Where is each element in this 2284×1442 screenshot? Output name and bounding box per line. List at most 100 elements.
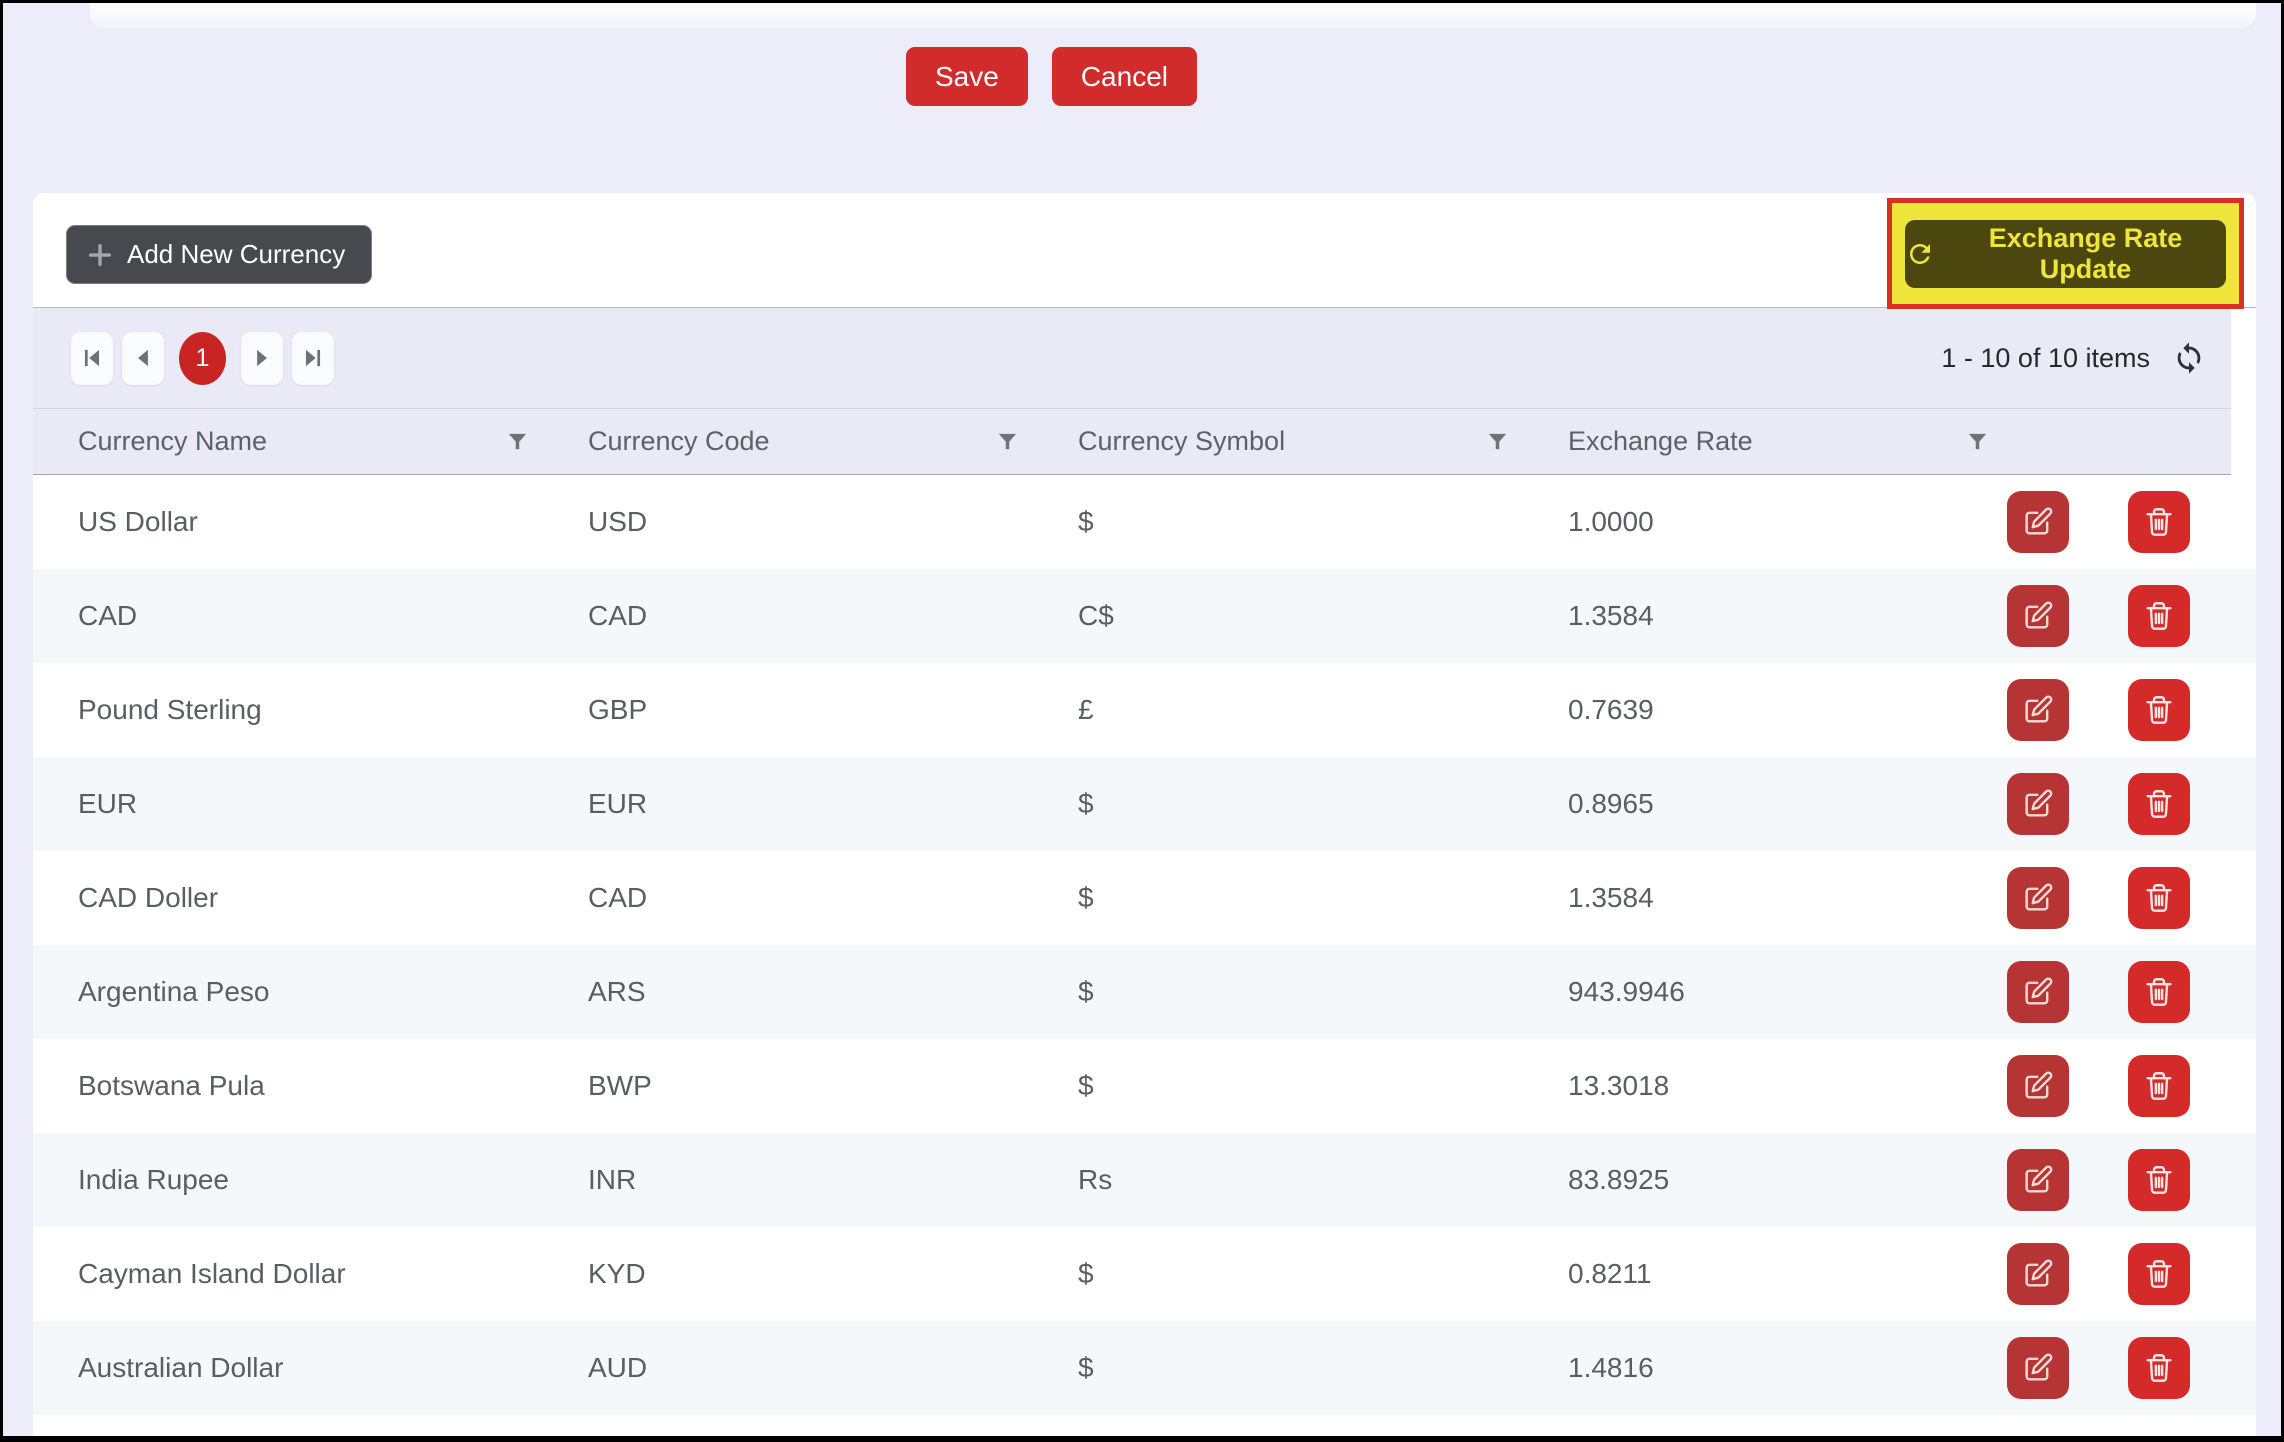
last-page-icon (305, 349, 321, 367)
trash-icon (2146, 790, 2172, 818)
column-header-currency-code: Currency Code (543, 426, 1033, 457)
edit-row-button[interactable] (2007, 1337, 2069, 1399)
next-page-icon (257, 349, 267, 367)
currency-name-cell: Argentina Peso (78, 976, 270, 1007)
currency-name-cell: Cayman Island Dollar (78, 1258, 346, 1289)
save-button[interactable]: Save (906, 47, 1028, 106)
edit-row-button[interactable] (2007, 491, 2069, 553)
filter-icon (508, 433, 527, 450)
currency-code-cell: ARS (588, 976, 646, 1007)
currency-code-cell: GBP (588, 694, 648, 725)
grid-toolbar: Add New Currency Exchange Rate Update (33, 193, 2256, 309)
exchange-rate-cell: 0.8211 (1568, 1258, 1652, 1289)
first-page-button[interactable] (71, 331, 113, 385)
currency-name-cell: Botswana Pula (78, 1070, 265, 1101)
page-background: Save Cancel Add New Currency Exchange Ra… (3, 3, 2281, 1436)
edit-pencil-icon (2025, 883, 2053, 911)
highlight-annotation: Exchange Rate Update (1887, 198, 2244, 309)
filter-currency-name-button[interactable] (506, 430, 529, 453)
filter-exchange-rate-button[interactable] (1966, 430, 1989, 453)
trash-icon (2146, 602, 2172, 630)
delete-row-button[interactable] (2128, 585, 2190, 647)
edit-row-button[interactable] (2007, 1055, 2069, 1117)
currency-name-cell: CAD (78, 600, 138, 631)
edit-pencil-icon (2025, 789, 2053, 817)
currency-code-cell: USD (588, 506, 648, 537)
edit-pencil-icon (2025, 1071, 2053, 1099)
row-actions (2003, 867, 2256, 929)
table-body: US Dollar USD $ 1.0000 CAD CAD C$ 1.3584… (33, 475, 2256, 1415)
currency-symbol-cell: $ (1078, 1352, 1094, 1383)
currency-code-cell: INR (588, 1164, 637, 1195)
current-page-button[interactable]: 1 (179, 331, 226, 385)
currency-code-cell: EUR (588, 788, 648, 819)
exchange-rate-cell: 0.7639 (1568, 694, 1654, 725)
pager-buttons: 1 (71, 331, 334, 385)
column-header-exchange-rate: Exchange Rate (1523, 426, 2003, 457)
row-actions (2003, 1243, 2256, 1305)
trash-icon (2146, 884, 2172, 912)
form-actions: Save Cancel (906, 47, 1197, 106)
next-page-button[interactable] (241, 331, 283, 385)
refresh-grid-button[interactable] (2172, 341, 2206, 375)
edit-row-button[interactable] (2007, 1149, 2069, 1211)
edit-pencil-icon (2025, 1165, 2053, 1193)
trash-icon (2146, 696, 2172, 724)
exchange-rate-cell: 1.4816 (1568, 1352, 1654, 1383)
delete-row-button[interactable] (2128, 1149, 2190, 1211)
table-row: India Rupee INR Rs 83.8925 (33, 1133, 2256, 1227)
delete-row-button[interactable] (2128, 1243, 2190, 1305)
delete-row-button[interactable] (2128, 867, 2190, 929)
edit-row-button[interactable] (2007, 1243, 2069, 1305)
table-row: Botswana Pula BWP $ 13.3018 (33, 1039, 2256, 1133)
edit-row-button[interactable] (2007, 773, 2069, 835)
delete-row-button[interactable] (2128, 773, 2190, 835)
currency-name-cell: Pound Sterling (78, 694, 262, 725)
currency-code-cell: BWP (588, 1070, 652, 1101)
edit-row-button[interactable] (2007, 679, 2069, 741)
delete-row-button[interactable] (2128, 491, 2190, 553)
exchange-rate-cell: 1.3584 (1568, 600, 1654, 631)
delete-row-button[interactable] (2128, 961, 2190, 1023)
items-count-label: 1 - 10 of 10 items (1941, 342, 2150, 373)
delete-row-button[interactable] (2128, 679, 2190, 741)
edit-pencil-icon (2025, 1259, 2053, 1287)
edit-pencil-icon (2025, 977, 2053, 1005)
currency-symbol-cell: C$ (1078, 600, 1114, 631)
filter-currency-symbol-button[interactable] (1486, 430, 1509, 453)
row-actions (2003, 961, 2256, 1023)
exchange-rate-cell: 1.3584 (1568, 882, 1654, 913)
delete-row-button[interactable] (2128, 1337, 2190, 1399)
edit-row-button[interactable] (2007, 867, 2069, 929)
currency-symbol-cell: $ (1078, 788, 1094, 819)
table-row: EUR EUR $ 0.8965 (33, 757, 2256, 851)
add-new-currency-label: Add New Currency (127, 239, 346, 269)
edit-row-button[interactable] (2007, 961, 2069, 1023)
currency-grid-card: Add New Currency Exchange Rate Update (33, 193, 2256, 1436)
currency-name-cell: Australian Dollar (78, 1352, 284, 1383)
column-header-currency-name: Currency Name (33, 426, 543, 457)
add-new-currency-button[interactable]: Add New Currency (66, 225, 373, 284)
currency-symbol-header-label: Currency Symbol (1078, 426, 1286, 456)
edit-pencil-icon (2025, 1353, 2053, 1381)
filter-icon (1488, 433, 1507, 450)
trash-icon (2146, 1072, 2172, 1100)
edit-row-button[interactable] (2007, 585, 2069, 647)
previous-page-button[interactable] (122, 331, 164, 385)
top-panel-remnant (90, 3, 2256, 29)
column-header-currency-symbol: Currency Symbol (1033, 426, 1523, 457)
last-page-button[interactable] (292, 331, 334, 385)
filter-currency-code-button[interactable] (996, 430, 1019, 453)
trash-icon (2146, 1166, 2172, 1194)
currency-code-header-label: Currency Code (588, 426, 770, 456)
edit-pencil-icon (2025, 601, 2053, 629)
currency-code-cell: AUD (588, 1352, 648, 1383)
currency-name-cell: US Dollar (78, 506, 198, 537)
exchange-rate-cell: 83.8925 (1568, 1164, 1670, 1195)
trash-icon (2146, 1260, 2172, 1288)
cancel-button[interactable]: Cancel (1051, 47, 1197, 106)
exchange-rate-cell: 943.9946 (1568, 976, 1685, 1007)
delete-row-button[interactable] (2128, 1055, 2190, 1117)
exchange-rate-update-button[interactable]: Exchange Rate Update (1905, 219, 2226, 288)
table-row: Pound Sterling GBP £ 0.7639 (33, 663, 2256, 757)
